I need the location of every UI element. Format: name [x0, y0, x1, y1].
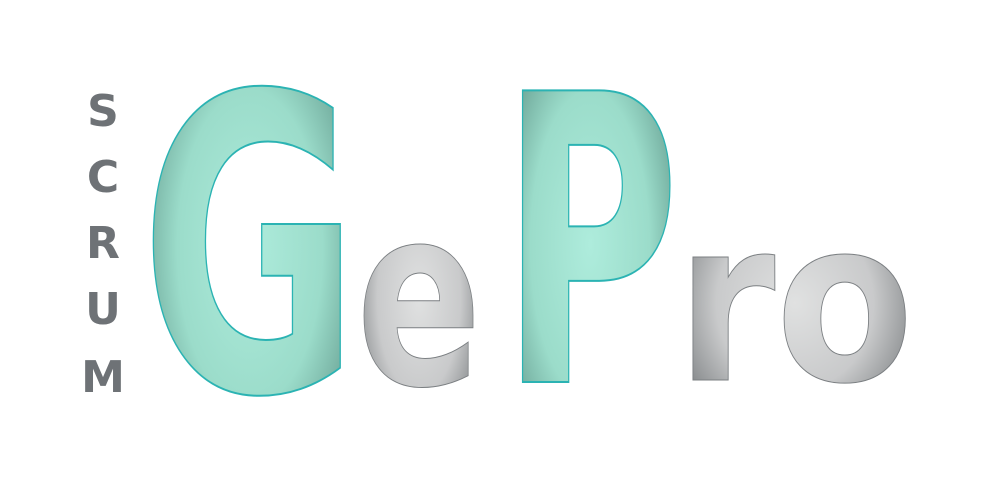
scrum-letter-r: R — [86, 218, 120, 269]
scrum-letter-u: U — [85, 284, 121, 335]
scrum-letter-s: S — [87, 86, 119, 137]
vertical-scrum-text: S C R U M — [81, 86, 125, 403]
logo-letter-g: G — [140, 9, 360, 487]
logo-letters-ro: ro — [676, 172, 914, 434]
scrum-letter-m: M — [81, 352, 125, 403]
logo-letter-e: e — [356, 152, 482, 443]
logo-letter-p: P — [500, 12, 680, 477]
scrum-letter-c: C — [87, 152, 119, 203]
